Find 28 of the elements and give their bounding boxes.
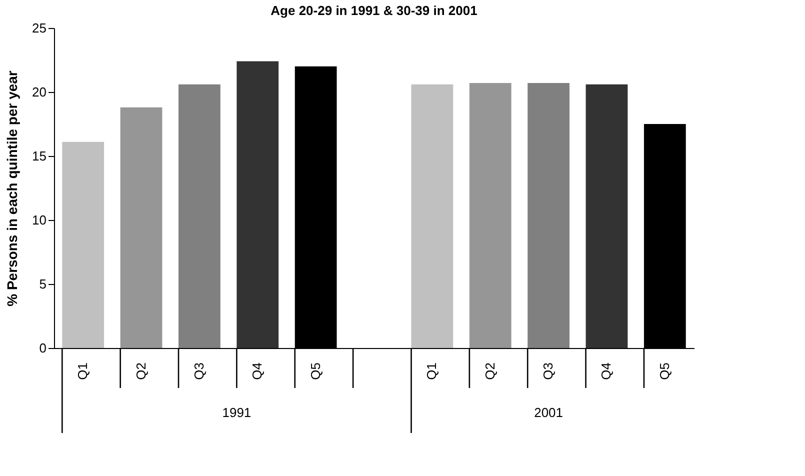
- bar: [178, 84, 220, 348]
- bar: [528, 83, 570, 348]
- y-tick-label: 25: [32, 20, 46, 36]
- x-tick-label: Q5: [656, 362, 672, 380]
- x-tick-label: Q5: [308, 362, 323, 380]
- x-tick-label: Q1: [75, 362, 90, 380]
- bar: [586, 84, 628, 348]
- text: 2001: [534, 405, 564, 420]
- bar: [411, 84, 454, 348]
- x-tick-label: Q2: [133, 362, 148, 380]
- x-tick-label: Q4: [598, 362, 614, 380]
- y-axis-title: % Persons in each quintile per year: [4, 70, 20, 306]
- y-tick-label: 20: [32, 84, 46, 100]
- x-tick-label: Q3: [540, 362, 556, 380]
- x-tick-label: Q3: [191, 362, 206, 380]
- y-tick-label: 5: [39, 276, 46, 292]
- bar: [236, 61, 279, 348]
- chart-title: Age 20-29 in 1991 & 30-39 in 2001: [270, 3, 478, 18]
- bar: [62, 142, 104, 348]
- y-tick-label: 15: [32, 148, 46, 164]
- y-tick-label: 10: [32, 212, 46, 228]
- bar: [469, 83, 512, 348]
- text: 1991: [222, 405, 252, 420]
- bar: [120, 107, 162, 348]
- y-tick-label: 0: [39, 340, 46, 356]
- x-tick-label: Q2: [482, 362, 498, 380]
- x-tick-label: Q4: [250, 362, 265, 380]
- x-tick-label: Q1: [424, 362, 440, 380]
